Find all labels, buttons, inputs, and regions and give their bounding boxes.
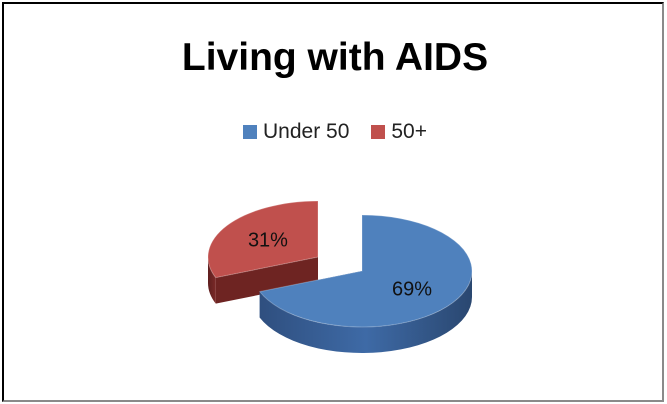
chart-legend: Under 50 50+ <box>4 120 666 144</box>
legend-label-under-50: Under 50 <box>262 120 350 143</box>
legend-item-50-plus: 50+ <box>371 120 427 144</box>
slice-wall-50-plus-0 <box>215 257 318 304</box>
slice-side-under-50 <box>259 271 472 353</box>
slice-top-under-50 <box>258 214 473 328</box>
legend-swatch-50-plus <box>371 125 386 139</box>
slice-top-50-plus <box>207 200 319 279</box>
data-label-50-plus: 31% <box>248 230 288 252</box>
legend-label-50-plus: 50+ <box>391 120 427 143</box>
legend-swatch-under-50 <box>242 125 257 139</box>
chart-title: Living with AIDS <box>181 36 489 79</box>
data-label-under-50: 69% <box>392 278 432 300</box>
slice-side-50-plus <box>208 257 216 304</box>
legend-item-under-50: Under 50 <box>242 120 350 144</box>
